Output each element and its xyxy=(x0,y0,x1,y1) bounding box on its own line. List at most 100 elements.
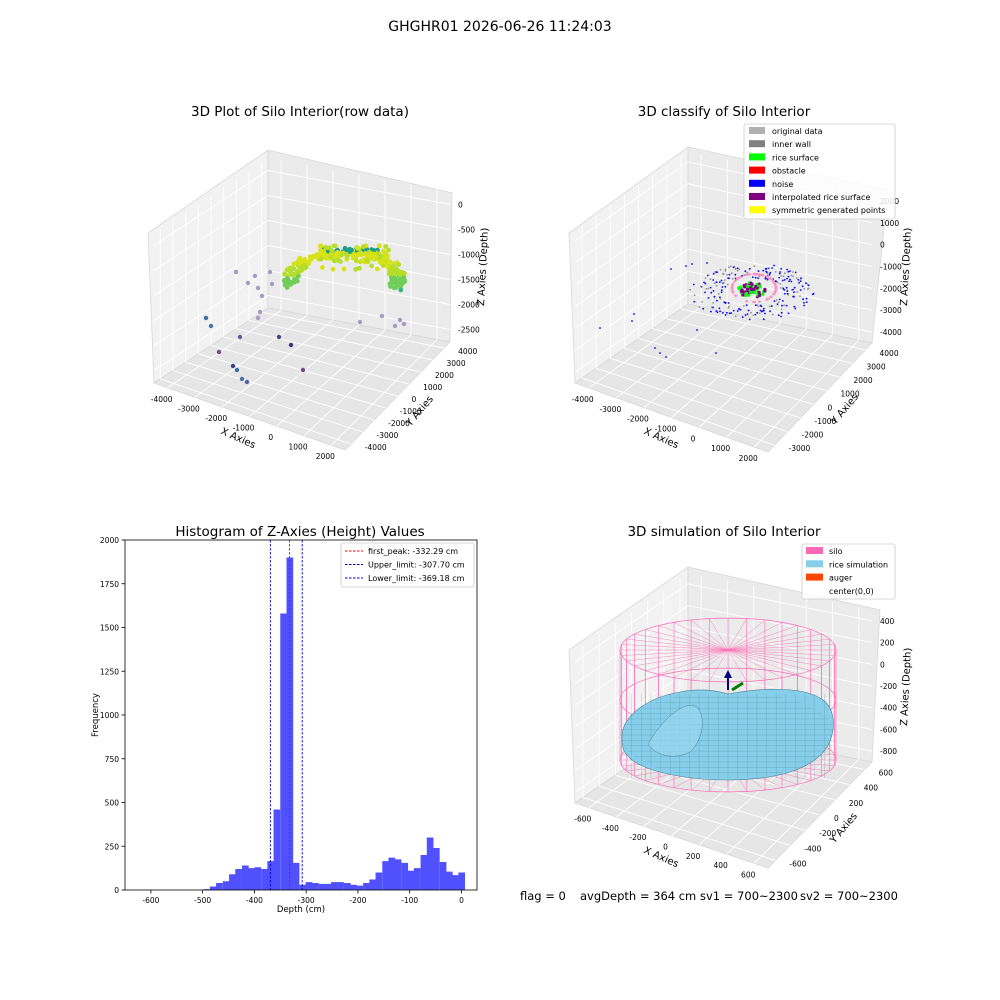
grid-line xyxy=(671,323,781,418)
histogram-vlines xyxy=(269,540,303,890)
data-point xyxy=(724,270,727,272)
y-tick-label: 1000 xyxy=(100,711,119,720)
data-point xyxy=(812,292,815,295)
data-point xyxy=(766,275,770,279)
data-point xyxy=(722,281,725,284)
histogram-bar xyxy=(209,886,217,890)
legend-label: Upper_limit: -307.70 cm xyxy=(368,561,465,570)
silo-spoke xyxy=(727,649,811,671)
data-point xyxy=(790,274,793,277)
y-tick-label: -200 xyxy=(819,829,836,838)
histogram-bar xyxy=(343,883,351,890)
data-point xyxy=(255,285,261,291)
data-point xyxy=(255,315,261,321)
data-point xyxy=(786,268,789,271)
data-point xyxy=(654,347,656,349)
histogram-legend: first_peak: -332.29 cm Upper_limit: -307.… xyxy=(340,542,475,588)
data-point xyxy=(736,310,739,312)
data-point xyxy=(399,270,404,275)
data-point xyxy=(381,248,386,254)
silo-spoke xyxy=(727,629,811,651)
data-point xyxy=(704,291,706,294)
data-point xyxy=(776,303,779,305)
histogram-bar xyxy=(299,884,307,890)
simulation-z-ticks: 400 200 0 -200 -400 -600 -800 xyxy=(880,617,897,756)
data-point xyxy=(377,243,382,249)
y-tick-label: -4000 xyxy=(365,443,387,452)
silo-spoke xyxy=(727,649,747,682)
histogram-bar xyxy=(267,861,275,891)
data-point xyxy=(276,334,282,340)
data-point xyxy=(777,281,779,284)
histogram-bar xyxy=(229,874,236,890)
data-point xyxy=(237,334,243,340)
y-tick-label: 2000 xyxy=(854,376,873,385)
data-point xyxy=(357,265,362,271)
histogram-bar xyxy=(382,861,389,891)
data-point xyxy=(779,287,782,289)
silo-spoke xyxy=(709,649,729,682)
simulation-legend: silo rice simulation auger center(0,0) xyxy=(801,543,896,600)
histogram-bar xyxy=(375,872,383,890)
data-point xyxy=(780,275,782,277)
x-tick-label: -600 xyxy=(574,815,591,824)
data-point xyxy=(216,349,222,355)
status-sv1: sv1 = 700~2300 xyxy=(700,889,798,903)
histogram-bar xyxy=(356,885,364,891)
data-point xyxy=(334,252,340,258)
data-point xyxy=(350,255,356,261)
data-point xyxy=(720,279,723,282)
rice-simulation-surface xyxy=(620,688,836,781)
x-tick-label: 0 xyxy=(459,896,464,905)
data-point xyxy=(702,307,705,310)
data-point xyxy=(736,269,739,272)
data-point xyxy=(730,312,733,314)
data-point xyxy=(665,356,667,358)
raw-y-ticks: -4000 -3000 -2000 -1000 0 1000 2000 3000 4000 xyxy=(365,347,478,452)
data-point xyxy=(389,280,395,285)
data-point xyxy=(766,272,769,275)
data-point xyxy=(788,280,790,282)
data-point xyxy=(775,280,778,283)
data-point xyxy=(764,312,766,315)
data-point xyxy=(701,301,703,303)
data-point xyxy=(318,243,324,249)
x-tick-label: 1000 xyxy=(289,443,308,452)
y-tick-label: 1000 xyxy=(841,390,860,399)
simulation-3d-plot: 3D simulation of Silo Interior -600 -400 -… xyxy=(568,524,914,879)
data-point xyxy=(723,301,726,303)
y-tick-label: 2000 xyxy=(435,371,454,380)
legend-swatch xyxy=(749,140,765,148)
legend-swatch xyxy=(749,206,765,214)
data-point xyxy=(401,321,407,327)
data-point xyxy=(748,318,751,321)
data-point xyxy=(752,300,755,304)
raw-z-ticks: 0 -500 -1000 -1500 -2000 -2500 xyxy=(458,201,480,335)
data-point xyxy=(758,275,761,277)
data-point xyxy=(707,287,710,290)
grid-line xyxy=(574,205,873,286)
data-point xyxy=(765,267,768,270)
data-point xyxy=(768,273,771,276)
silo-spoke xyxy=(727,625,798,651)
histogram-bar xyxy=(445,871,453,891)
legend-label: inner wall xyxy=(772,140,811,149)
data-point xyxy=(773,300,776,302)
data-point xyxy=(756,311,759,314)
y-tick-label: -3000 xyxy=(789,444,811,453)
silo-spoke xyxy=(727,644,835,651)
histogram-bar xyxy=(261,869,268,890)
data-point xyxy=(696,329,698,331)
data-point xyxy=(698,306,701,308)
data-point xyxy=(718,307,721,310)
data-point xyxy=(805,282,807,285)
data-point xyxy=(239,376,245,382)
data-point xyxy=(792,295,795,298)
y-tick-label: 4000 xyxy=(880,349,899,358)
data-point xyxy=(761,273,764,277)
x-tick-label: -600 xyxy=(142,896,159,905)
data-point xyxy=(781,304,783,307)
x-tick-label: -400 xyxy=(246,896,263,905)
classify-plot-title: 3D classify of Silo Interior xyxy=(638,104,811,120)
histogram-bar xyxy=(369,879,376,890)
